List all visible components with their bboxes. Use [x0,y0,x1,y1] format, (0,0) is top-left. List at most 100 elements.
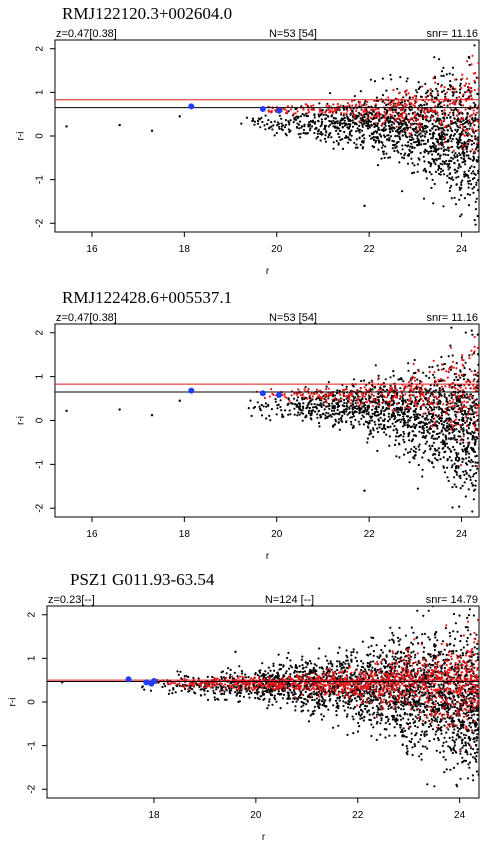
member-galaxy-point [410,103,413,106]
field-galaxy-point [251,117,255,120]
field-galaxy-point [384,378,387,381]
field-galaxy-point [308,397,312,400]
field-galaxy-point [472,101,475,104]
field-galaxy-point [459,369,462,372]
field-galaxy-point [459,215,462,218]
field-galaxy-point [327,125,330,128]
member-galaxy-point [443,379,446,382]
field-galaxy-point [477,172,479,175]
field-galaxy-point [301,125,304,128]
field-galaxy-point [406,423,409,427]
field-galaxy-point [325,411,328,414]
member-galaxy-point [297,392,300,395]
member-galaxy-point [454,87,457,90]
field-galaxy-point [394,409,397,412]
member-galaxy-point [475,111,478,114]
member-galaxy-point [434,421,437,424]
field-galaxy-point [437,738,440,742]
field-galaxy-point [386,134,389,137]
field-galaxy-point [275,700,278,703]
field-galaxy-point [404,108,407,111]
field-galaxy-point [410,737,413,741]
field-galaxy-point [442,149,445,153]
member-galaxy-point [440,368,443,371]
field-galaxy-point [457,452,460,455]
field-galaxy-point [468,608,471,611]
field-galaxy-point [418,104,421,107]
field-galaxy-point [412,410,415,413]
field-galaxy-point [346,126,349,129]
field-galaxy-point [260,403,263,407]
field-galaxy-point [349,404,353,407]
field-galaxy-point [460,130,463,134]
field-galaxy-point [293,685,296,689]
field-galaxy-point [337,675,340,678]
field-galaxy-point [442,205,445,208]
field-galaxy-point [320,133,323,136]
member-galaxy-point [358,395,361,398]
field-galaxy-point [294,709,297,712]
field-galaxy-point [455,362,458,365]
field-galaxy-point [433,158,436,161]
field-galaxy-point [298,406,301,409]
field-galaxy-point [375,674,378,677]
field-galaxy-point [456,707,459,710]
field-galaxy-point [418,430,421,433]
field-galaxy-point [363,489,366,492]
field-galaxy-point [377,396,380,399]
field-galaxy-point [468,167,472,170]
field-galaxy-point [422,197,426,200]
member-galaxy-point [477,62,479,65]
member-galaxy-point [339,393,342,397]
field-galaxy-point [382,128,385,131]
member-galaxy-point [407,119,410,122]
field-galaxy-point [330,114,333,117]
field-galaxy-point [439,751,442,754]
member-galaxy-point [421,384,424,387]
x-axis-label: r [266,551,270,562]
field-galaxy-point [369,429,372,432]
field-galaxy-point [375,408,378,411]
field-galaxy-point [354,123,357,126]
field-galaxy-point [473,431,476,434]
field-galaxy-point [414,396,417,399]
member-galaxy-point [475,465,479,468]
field-galaxy-point [272,664,275,668]
member-galaxy-point [319,395,322,399]
field-galaxy-point [455,453,458,457]
field-galaxy-point [417,138,420,141]
field-galaxy-point [474,438,477,442]
member-galaxy-point [406,385,409,388]
field-galaxy-point [432,413,435,416]
field-galaxy-point [279,405,282,409]
field-galaxy-point [398,397,402,400]
field-galaxy-point [445,436,448,439]
field-galaxy-point [451,464,454,467]
field-galaxy-point [446,446,449,449]
member-galaxy-point [422,412,425,415]
field-galaxy-point [474,406,477,409]
member-galaxy-point [414,105,417,108]
field-galaxy-point [467,142,470,146]
field-galaxy-point [449,402,452,405]
field-galaxy-point [458,458,461,461]
field-galaxy-point [463,481,466,484]
member-galaxy-point [472,109,475,112]
field-galaxy-point [324,417,327,420]
field-galaxy-point [375,96,378,99]
field-galaxy-point [450,326,453,329]
field-galaxy-point [393,127,396,130]
field-galaxy-point [270,408,273,411]
member-galaxy-point [310,397,313,400]
field-galaxy-point [410,400,413,403]
field-galaxy-point [336,408,339,412]
field-galaxy-point [348,700,351,703]
field-galaxy-point [343,412,346,415]
field-galaxy-point [324,414,327,417]
field-galaxy-point [449,417,452,420]
field-galaxy-point [311,121,314,124]
field-galaxy-point [425,440,428,443]
field-galaxy-point [420,431,423,434]
field-galaxy-point [452,178,455,181]
member-galaxy-point [287,105,290,108]
